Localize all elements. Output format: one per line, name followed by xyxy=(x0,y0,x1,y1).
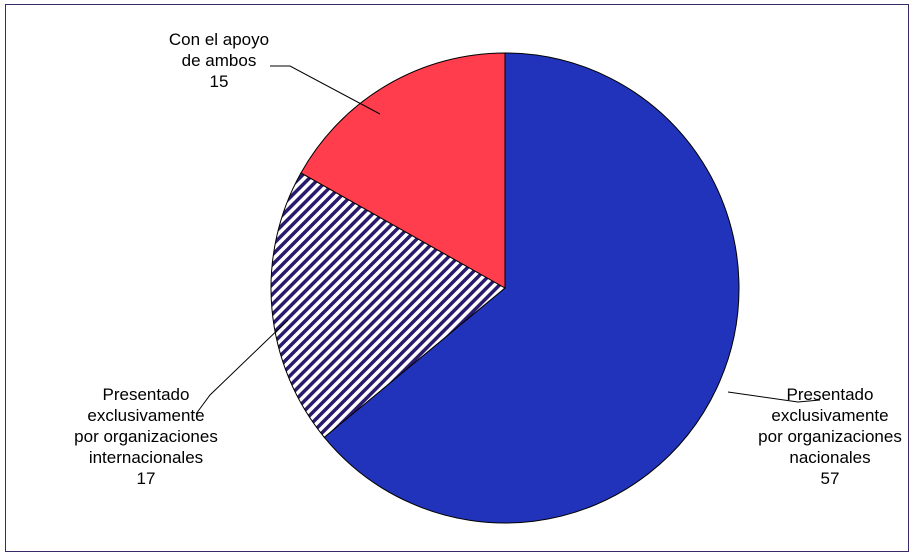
slice-label-line: exclusivamente xyxy=(87,406,204,425)
slice-label-0: Presentado exclusivamente por organizacion… xyxy=(758,385,902,488)
leader-line-1 xyxy=(195,319,289,415)
slice-label-line: Con el apoyo xyxy=(169,30,269,49)
slice-label-line: por organizaciones xyxy=(74,427,218,446)
slice-value-1: 17 xyxy=(137,469,156,488)
pie-slice-2 xyxy=(300,52,506,289)
slice-label-line: por organizaciones xyxy=(758,427,902,446)
slice-label-1: Presentado exclusivamente por organizacion… xyxy=(74,385,218,488)
slice-label-line: Presentado xyxy=(103,385,190,404)
slice-labels: Presentado exclusivamente por organizacion… xyxy=(74,30,902,488)
slice-label-line: nacionales xyxy=(789,448,870,467)
slice-label-line: exclusivamente xyxy=(771,406,888,425)
slice-label-2: Con el apoyo de ambos 15 xyxy=(169,30,269,91)
pie-slice-1 xyxy=(270,172,506,438)
slice-label-line: de ambos xyxy=(182,51,257,70)
leader-line-2 xyxy=(270,65,381,115)
pie-slices xyxy=(270,52,740,524)
leader-line-0 xyxy=(727,391,821,403)
slice-label-line: internacionales xyxy=(89,448,203,467)
leader-lines xyxy=(195,65,821,415)
pie-slice-0 xyxy=(323,52,740,524)
slice-label-line: Presentado xyxy=(787,385,874,404)
slice-value-0: 57 xyxy=(821,469,840,488)
slice-value-2: 15 xyxy=(210,72,229,91)
